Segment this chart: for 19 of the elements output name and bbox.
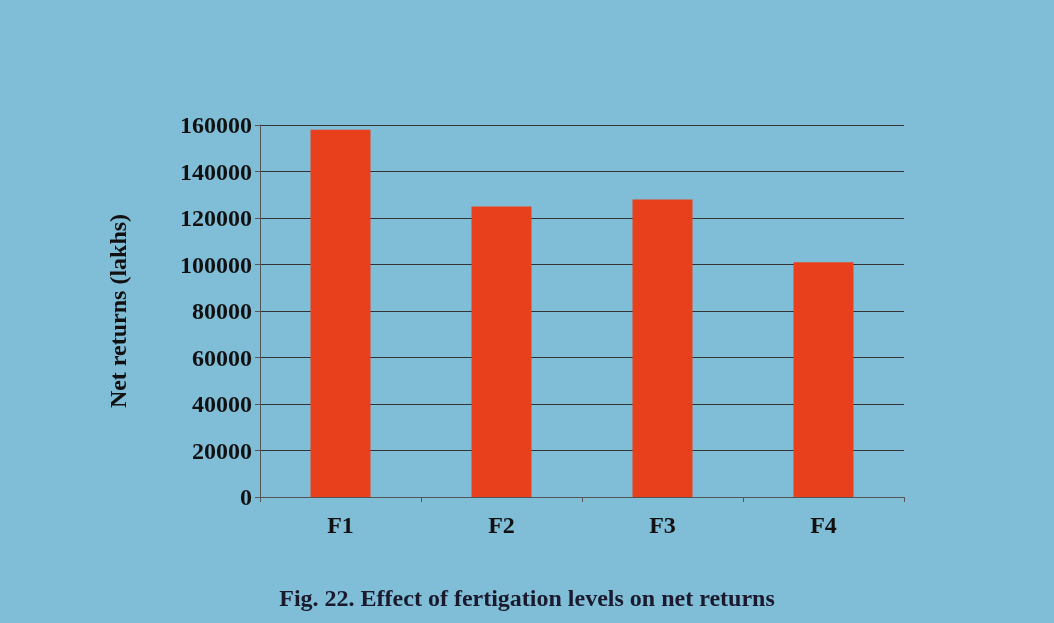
y-tick-label: 20000: [192, 437, 252, 464]
y-tick-label: 120000: [180, 205, 252, 231]
bar: [793, 262, 854, 497]
x-tick-label: F2: [488, 512, 515, 538]
bar: [471, 206, 532, 497]
x-tick-label: F1: [327, 512, 354, 538]
x-tick-label: F4: [810, 512, 837, 538]
bar: [310, 129, 371, 497]
y-tick-label: 100000: [180, 251, 252, 278]
y-axis-title: Net returns (lakhs): [105, 213, 131, 409]
y-tick-label: 140000: [180, 158, 252, 185]
bar: [632, 199, 693, 497]
y-tick-label: 0: [240, 484, 252, 510]
y-tick-label: 80000: [192, 298, 252, 324]
y-tick-label: 60000: [192, 344, 252, 371]
y-tick-label: 40000: [192, 391, 252, 417]
y-tick-label: 160000: [180, 112, 252, 138]
text: Fig. 22. Effect of fertigation levels on net returns: [279, 585, 775, 611]
x-tick-label: F3: [649, 512, 676, 538]
